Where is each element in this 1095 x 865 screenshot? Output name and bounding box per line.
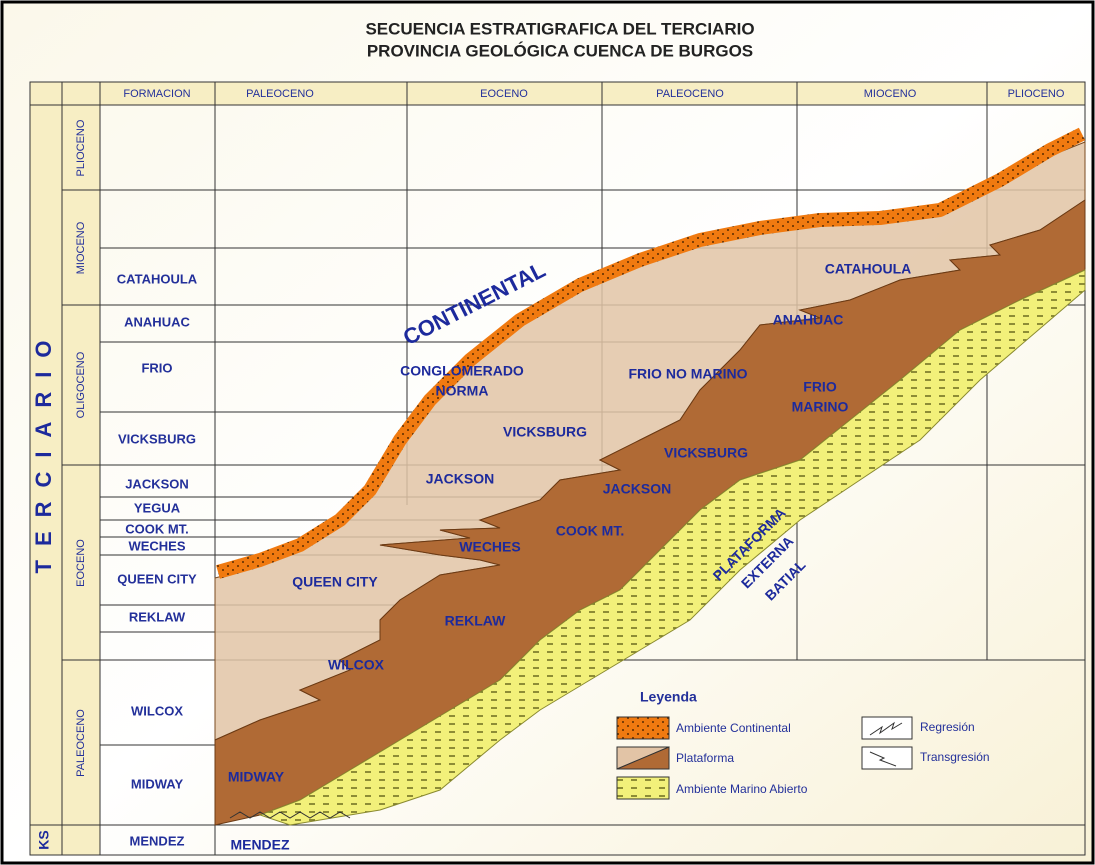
group-label: TERCIARIO — [31, 327, 56, 574]
header-label: EOCENO — [480, 88, 528, 100]
zone-label: MIDWAY — [228, 769, 285, 785]
shape — [869, 751, 897, 767]
zone-label: JACKSON — [603, 481, 671, 497]
legend-title: Leyenda — [640, 689, 697, 705]
shape — [861, 746, 913, 770]
header-label: FORMACION — [123, 88, 190, 100]
formation-label: VICKSBURG — [118, 431, 196, 446]
zone-label: ANAHUAC — [773, 312, 844, 328]
legend: Leyenda Ambiente Continental Plataforma … — [616, 689, 990, 800]
formation-label: YEGUA — [134, 500, 181, 515]
header-row — [30, 82, 1085, 105]
shape — [869, 721, 903, 736]
formation-label: COOK MT. — [125, 521, 189, 536]
formation-label: ANAHUAC — [124, 314, 190, 329]
epoch-label: PALEOCENO — [75, 709, 87, 777]
epoch-label: EOCENO — [75, 539, 87, 587]
shape — [616, 716, 670, 740]
legend-arrow: Transgresión — [920, 750, 990, 764]
zone-label: FRIO — [803, 379, 837, 395]
strata — [214, 127, 1086, 826]
zone-label: MENDEZ — [230, 837, 290, 853]
shape — [229, 811, 351, 819]
shape — [29, 81, 1086, 856]
title: SECUENCIA ESTRATIGRAFICA DEL TERCIARIO — [365, 19, 754, 38]
epoch-label: OLIGOCENO — [75, 351, 87, 418]
zone-label: REKLAW — [445, 613, 506, 629]
shape — [616, 746, 670, 770]
header-label: PALEOCENO — [246, 88, 314, 100]
zone-label: CATAHOULA — [825, 261, 912, 277]
zone-label: QUEEN CITY — [292, 574, 378, 590]
header-label: MIOCENO — [864, 88, 917, 100]
zone-label: VICKSBURG — [503, 424, 587, 440]
zone-label: WECHES — [459, 539, 520, 555]
zone-label: VICKSBURG — [664, 445, 748, 461]
formations: CATAHOULA ANAHUAC FRIO VICKSBURG JACKSON… — [117, 271, 198, 848]
formation-label: CATAHOULA — [117, 271, 198, 286]
header-label: PLIOCENO — [1008, 88, 1065, 100]
shape — [258, 269, 1086, 826]
legend-arrow: Regresión — [920, 720, 975, 734]
side-column — [30, 82, 100, 855]
zone-label: COOK MT. — [556, 523, 624, 539]
formation-label: FRIO — [141, 360, 172, 375]
formation-label: MENDEZ — [130, 833, 185, 848]
formation-label: QUEEN CITY — [117, 571, 197, 586]
zone-label: JACKSON — [426, 471, 494, 487]
formation-label: WILCOX — [131, 703, 183, 718]
header-label: PALEOCENO — [656, 88, 724, 100]
legend-item: Ambiente Continental — [676, 721, 791, 735]
zone-label: MARINO — [792, 399, 849, 415]
shape — [216, 127, 1086, 579]
title: PROVINCIA GEOLÓGICA CUENCA DE BURGOS — [367, 41, 753, 60]
formation-label: WECHES — [128, 538, 185, 553]
zone-label: FRIO NO MARINO — [629, 366, 748, 382]
formation-label: REKLAW — [129, 609, 186, 624]
legend-item: Ambiente Marino Abierto — [676, 782, 808, 796]
ks-label: KS — [36, 830, 52, 849]
epoch-label: PLIOCENO — [75, 119, 87, 176]
zone-label: WILCOX — [328, 657, 385, 673]
shape — [616, 776, 670, 800]
formation-label: MIDWAY — [131, 776, 184, 791]
zone-label: NORMA — [436, 383, 489, 399]
epoch-label: MIOCENO — [75, 221, 87, 274]
zone-label: CONGLOMERADO — [400, 363, 524, 379]
formation-label: JACKSON — [125, 476, 189, 491]
legend-item: Plataforma — [676, 751, 734, 765]
